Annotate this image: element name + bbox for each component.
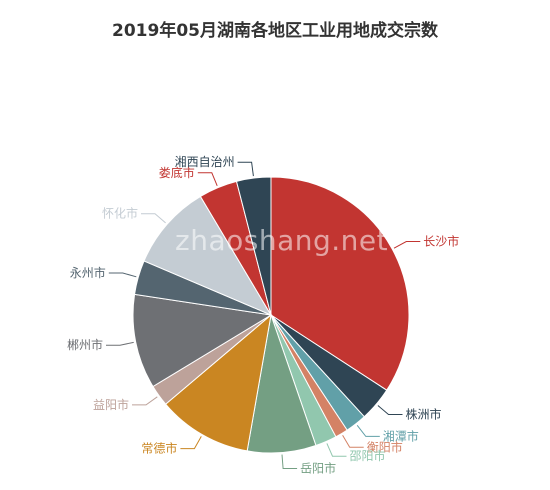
leader-line	[132, 396, 158, 406]
slice-label: 常德市	[141, 441, 177, 456]
leader-line	[326, 443, 347, 457]
slice-label: 益阳市	[93, 397, 129, 412]
pie-slice[interactable]	[164, 313, 272, 452]
slice-label: 邵阳市	[350, 448, 386, 463]
slice-label: 娄底市	[159, 165, 195, 180]
slice-label: 衡阳市	[367, 439, 403, 454]
slice-label: 永州市	[70, 265, 106, 280]
slice-label: 怀化市	[102, 206, 138, 221]
watermark: zhaoshang.net	[175, 224, 389, 257]
pie-slice[interactable]	[235, 176, 272, 316]
leader-line	[106, 341, 134, 346]
leader-line	[237, 161, 254, 177]
leader-line	[281, 454, 298, 469]
leader-line	[180, 436, 202, 450]
leader-line	[356, 424, 380, 437]
leader-line	[377, 405, 403, 415]
leader-line	[393, 241, 421, 249]
leader-line	[197, 172, 218, 186]
chart-title: 2019年05月湖南各地区工业用地成交宗数	[112, 21, 438, 41]
pie-slice[interactable]	[143, 195, 273, 317]
leader-line	[108, 272, 137, 278]
leader-line	[141, 213, 166, 224]
slice-label: 郴州市	[67, 337, 103, 352]
slice-label: 湘西自治州	[175, 154, 235, 169]
leader-line	[342, 435, 364, 448]
slice-label: 株洲市	[406, 407, 442, 422]
slice-label: 长沙市	[423, 234, 459, 249]
pie-slice[interactable]	[132, 293, 273, 388]
slice-label: 岳阳市	[300, 461, 336, 476]
slice-label: 湘潭市	[383, 428, 419, 443]
